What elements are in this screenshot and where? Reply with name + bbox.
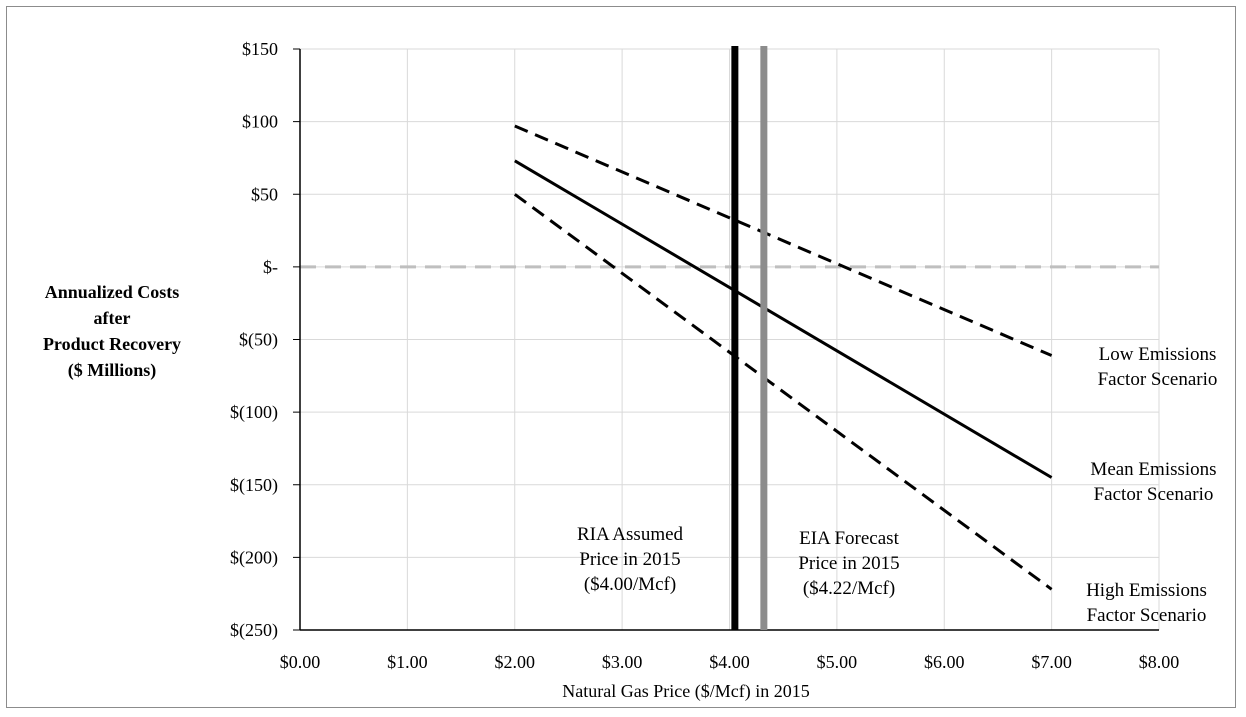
x-tick-label: $5.00: [817, 652, 858, 672]
axes: [293, 48, 1159, 631]
x-tick-label: $4.00: [709, 652, 750, 672]
y-tick-label: $100: [242, 112, 278, 132]
y-axis-title-line: Product Recovery: [42, 334, 182, 354]
y-axis-title-line: after: [93, 308, 131, 328]
ria-label-line: RIA Assumed: [576, 524, 684, 545]
x-tick-label: $0.00: [280, 652, 321, 672]
series-label-line: Factor Scenario: [1097, 369, 1218, 390]
y-tick-label: $(100): [230, 402, 278, 423]
series-label-mean: Mean Emissions Factor Scenario: [1066, 457, 1241, 507]
y-tick-label: $150: [242, 39, 278, 59]
gridlines: [300, 48, 1160, 630]
series-label-high: High Emissions Factor Scenario: [1059, 578, 1234, 628]
x-tick-label: $6.00: [924, 652, 965, 672]
y-tick-label: $(250): [230, 620, 278, 641]
series-label-line: Low Emissions: [1098, 344, 1217, 365]
eia-label-line: EIA Forecast: [799, 528, 899, 549]
x-tick-label: $7.00: [1031, 652, 1072, 672]
chart-frame: [6, 6, 1236, 708]
y-tick-label: $50: [251, 184, 278, 204]
x-axis-title: Natural Gas Price ($/Mcf) in 2015: [562, 681, 809, 702]
x-tick-label: $2.00: [495, 652, 536, 672]
series-line-mean: [514, 159, 1053, 479]
tick-labels: $0.00 $1.00 $2.00 $3.00 $4.00 $5.00 $6.00 $7.00…: [230, 39, 1179, 672]
series-line-high: [513, 193, 1053, 591]
x-tick-label: $3.00: [602, 652, 643, 672]
series-label-line: High Emissions: [1086, 580, 1207, 601]
x-tick-label: $1.00: [387, 652, 428, 672]
series-label-line: Factor Scenario: [1093, 484, 1214, 505]
y-tick-label: $(150): [230, 475, 278, 496]
ria-marker-label: RIA Assumed Price in 2015 ($4.00/Mcf): [555, 522, 705, 597]
y-axis-title: Annualized Costs after Product Recovery …: [8, 279, 216, 383]
y-tick-label: $(50): [239, 330, 278, 351]
y-axis-title-line: ($ Millions): [67, 360, 157, 380]
y-tick-label: $-: [263, 257, 278, 277]
price-markers: [731, 46, 768, 630]
eia-marker-label: EIA Forecast Price in 2015 ($4.22/Mcf): [774, 526, 924, 601]
series-label-line: Factor Scenario: [1086, 605, 1207, 626]
y-axis-title-line: Annualized Costs: [44, 282, 180, 302]
eia-label-line: Price in 2015: [798, 553, 900, 574]
ria-label-line: ($4.00/Mcf): [583, 574, 677, 595]
series-line-low: [514, 124, 1053, 357]
series-lines: [513, 124, 1053, 591]
x-tick-label: $8.00: [1139, 652, 1180, 672]
ria-label-line: Price in 2015: [579, 549, 681, 570]
eia-label-line: ($4.22/Mcf): [802, 578, 896, 599]
series-label-line: Mean Emissions: [1090, 459, 1217, 480]
series-label-low: Low Emissions Factor Scenario: [1070, 342, 1245, 392]
y-tick-label: $(200): [230, 547, 278, 568]
